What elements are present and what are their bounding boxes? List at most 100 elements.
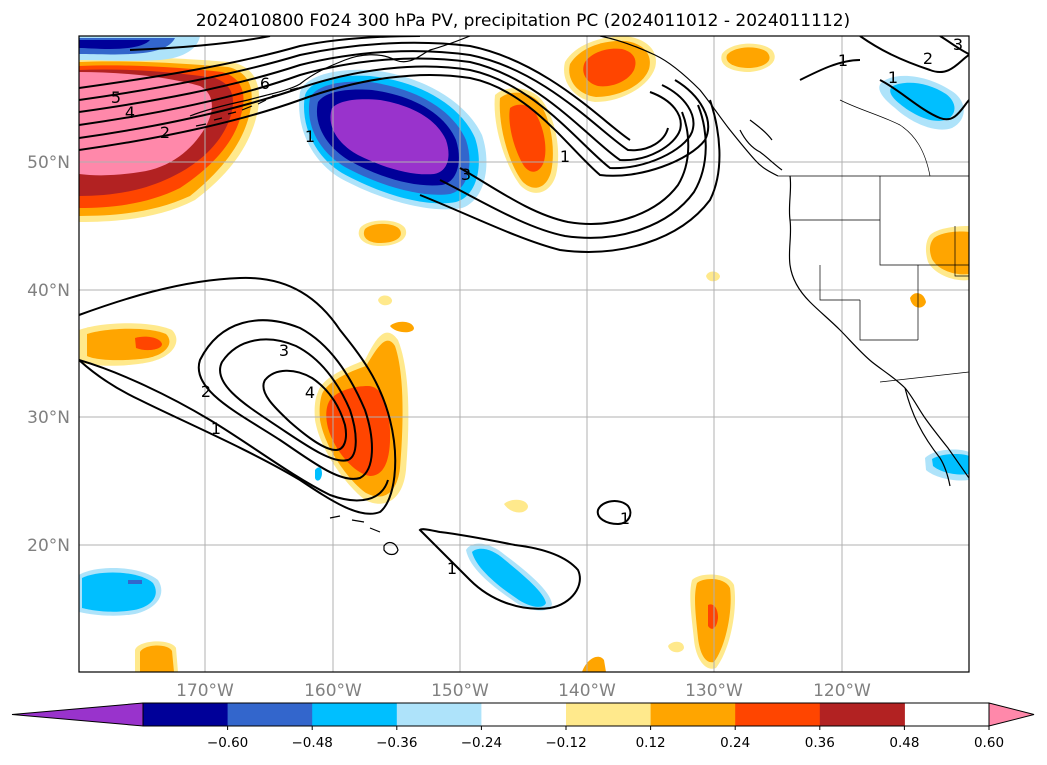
pv-contour-north-9 bbox=[439, 104, 707, 239]
precip-nw-negative-core bbox=[79, 40, 150, 49]
colorbar-tick-label: −0.12 bbox=[545, 735, 586, 751]
pv-contour-north-7 bbox=[129, 36, 271, 51]
pv-contour-north-1 bbox=[79, 74, 710, 177]
precip-west-positive-orange bbox=[87, 328, 170, 361]
contour-label: 1 bbox=[838, 51, 848, 70]
map-panel: 6 5 4 2 1 3 1 2 3 4 2 1 1 1 1 1 2 3 bbox=[78, 35, 970, 673]
colorbar-segment bbox=[650, 703, 736, 726]
contour-label: 1 bbox=[560, 147, 570, 166]
aleutian-islands bbox=[195, 87, 299, 127]
map-frame bbox=[78, 35, 970, 673]
contour-label: 1 bbox=[620, 509, 630, 528]
alaska-panhandle-coast bbox=[599, 36, 779, 177]
pv-contour-south-3 bbox=[197, 319, 373, 480]
pv-contour-north-4 bbox=[79, 50, 669, 152]
longitude-labels: 170°W 160°W 150°W 140°W 130°W 120°W bbox=[176, 681, 871, 701]
bc-coast bbox=[739, 119, 783, 171]
contour-label: 4 bbox=[125, 103, 135, 122]
precip-south-positive-d bbox=[504, 499, 528, 513]
contour-label: 6 bbox=[260, 74, 270, 93]
contour-label: 5 bbox=[111, 88, 121, 107]
borders bbox=[778, 99, 969, 383]
pv-contour-north-6 bbox=[79, 36, 421, 89]
pv-contour-ne-a bbox=[859, 36, 969, 73]
precip-south-positive-e bbox=[668, 641, 684, 653]
precip-ne-small-orange bbox=[726, 47, 770, 68]
colorbar-extend-min bbox=[11, 702, 144, 727]
colorbar-segment bbox=[481, 703, 567, 726]
colorbar-tick-label: −0.48 bbox=[292, 735, 333, 751]
hawaii-islands bbox=[329, 515, 399, 556]
precip-negative-center-purple bbox=[330, 99, 449, 175]
coastlines bbox=[189, 36, 969, 556]
contour-label: 2 bbox=[201, 382, 211, 401]
pv-contours bbox=[79, 36, 969, 610]
colorbar-segment bbox=[143, 703, 229, 726]
precip-west-positive-red bbox=[135, 336, 162, 351]
pv-contour-small-ring bbox=[596, 500, 632, 526]
contour-labels: 6 5 4 2 1 3 1 2 3 4 2 1 1 1 1 1 2 3 bbox=[111, 35, 963, 578]
contour-label: 3 bbox=[461, 165, 471, 184]
lon-label-130w: 130°W bbox=[685, 681, 743, 701]
state-lines bbox=[790, 176, 969, 341]
colorbar-tick-label: −0.36 bbox=[376, 735, 417, 751]
pv-contour-north-5 bbox=[79, 41, 631, 141]
contour-label: 1 bbox=[211, 419, 221, 438]
lon-label-150w: 150°W bbox=[431, 681, 489, 701]
contour-label: 3 bbox=[953, 35, 963, 54]
chart-title: 2024010800 F024 300 hPa PV, precipitatio… bbox=[196, 11, 850, 31]
pv-contour-south-4 bbox=[219, 338, 357, 462]
lat-label-40n: 40°N bbox=[27, 281, 70, 301]
colorbar-tick-label: −0.24 bbox=[461, 735, 502, 751]
contour-label: 1 bbox=[888, 68, 898, 87]
contour-label: 3 bbox=[279, 341, 289, 360]
precip-hawaii-east-negative-inner bbox=[472, 548, 546, 607]
lat-label-20n: 20°N bbox=[27, 536, 70, 556]
precip-small-blob-b bbox=[378, 295, 393, 306]
colorbar-tick-label: −0.60 bbox=[207, 735, 248, 751]
pv-contour-north-8 bbox=[419, 99, 721, 253]
colorbar-ticks: −0.60 −0.48 −0.36 −0.24 −0.12 0.12 0.24 0.36 0.4… bbox=[207, 726, 1004, 751]
contour-label: 2 bbox=[160, 123, 170, 142]
pv-contour-south-1 bbox=[79, 276, 397, 515]
colorbar-segment bbox=[819, 703, 905, 726]
pv-contour-south-5 bbox=[262, 369, 347, 452]
pv-contour-north-2 bbox=[79, 65, 695, 170]
precip-ne-negative-inner bbox=[890, 82, 955, 121]
contour-label: 1 bbox=[305, 127, 315, 146]
us-mexico-border bbox=[879, 371, 969, 383]
pv-contour-north-3 bbox=[79, 57, 682, 162]
us-west-coast bbox=[788, 175, 969, 479]
contour-label: 1 bbox=[447, 559, 457, 578]
pv-contour-hawaii-east bbox=[418, 528, 581, 610]
colorbar-tick-label: 0.48 bbox=[889, 735, 919, 751]
colorbar: −0.60 −0.48 −0.36 −0.24 −0.12 0.12 0.24 0.36 0.4… bbox=[11, 702, 1035, 751]
precip-subtropical-positive-red bbox=[326, 386, 391, 476]
lon-label-120w: 120°W bbox=[813, 681, 871, 701]
pv-contour-north-10 bbox=[459, 111, 690, 225]
precip-tiny-negative bbox=[315, 467, 322, 481]
pv-contour-south-2 bbox=[79, 359, 389, 502]
colorbar-segments bbox=[11, 702, 1035, 727]
baja-coast bbox=[904, 387, 951, 487]
alaska-coast bbox=[189, 36, 471, 117]
latitude-labels: 50°N 40°N 30°N 20°N bbox=[27, 153, 70, 556]
colorbar-extend-max bbox=[988, 702, 1035, 727]
precip-small-blob-c bbox=[390, 321, 414, 333]
colorbar-tick-label: 0.24 bbox=[720, 735, 750, 751]
colorbar-segment bbox=[396, 703, 482, 726]
colorbar-tick-label: 0.12 bbox=[636, 735, 666, 751]
lon-label-170w: 170°W bbox=[176, 681, 234, 701]
contour-label: 4 bbox=[305, 383, 315, 402]
precip-south-positive-b-red bbox=[708, 604, 718, 629]
precip-sw-negative-dot bbox=[128, 580, 142, 584]
precip-south-positive-c bbox=[582, 656, 606, 672]
precip-gulf-positive-red bbox=[509, 104, 546, 172]
pv-contour-ne-b bbox=[879, 79, 969, 121]
lat-label-30n: 30°N bbox=[27, 408, 70, 428]
colorbar-segment bbox=[227, 703, 313, 726]
colorbar-tick-label: 0.60 bbox=[974, 735, 1004, 751]
colorbar-segment bbox=[735, 703, 821, 726]
canada-provinces bbox=[839, 99, 931, 177]
